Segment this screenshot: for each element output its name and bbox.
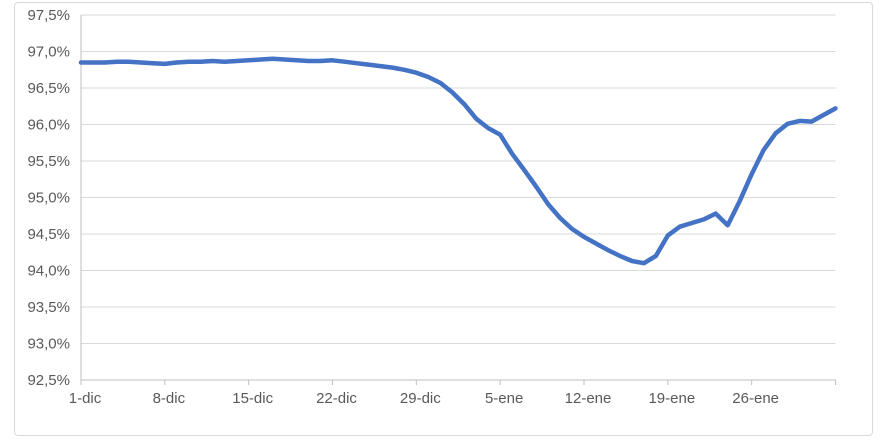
x-axis-label: 12-ene xyxy=(565,390,612,407)
x-axis-label: 19-ene xyxy=(648,390,695,407)
x-axis-label: 26-ene xyxy=(732,390,779,407)
x-axis-label: 29-dic xyxy=(400,390,441,407)
y-axis-label: 94,0% xyxy=(27,263,70,280)
x-axis-label: 15-dic xyxy=(232,390,273,407)
x-axis-label: 22-dic xyxy=(316,390,357,407)
y-axis-label: 97,5% xyxy=(27,7,70,24)
y-axis-label: 95,0% xyxy=(27,190,70,207)
y-axis-label: 96,5% xyxy=(27,80,70,97)
data-series-line xyxy=(78,56,838,266)
y-axis-label: 94,5% xyxy=(27,226,70,243)
x-axis-label: 8-dic xyxy=(153,390,186,407)
y-axis-label: 95,5% xyxy=(27,153,70,170)
y-axis-label: 93,0% xyxy=(27,336,70,353)
y-axis-label: 93,5% xyxy=(27,299,70,316)
y-axis-label: 92,5% xyxy=(27,372,70,389)
x-axis-label: 1-dic xyxy=(69,390,102,407)
y-axis-label: 96,0% xyxy=(27,117,70,134)
y-axis-label: 97,0% xyxy=(27,44,70,61)
x-axis-label: 5-ene xyxy=(485,390,523,407)
